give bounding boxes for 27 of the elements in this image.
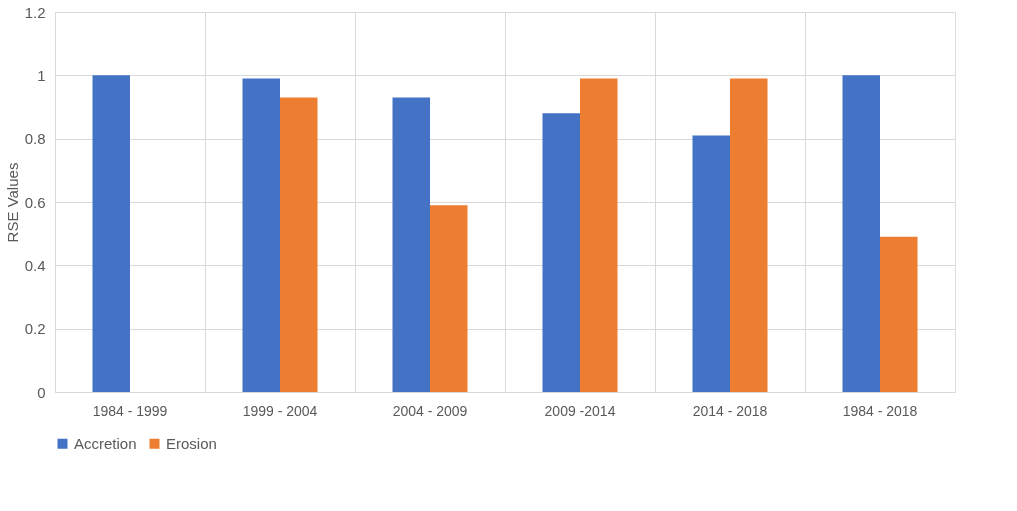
bar: [430, 205, 468, 392]
y-tick-label: 0.8: [24, 130, 46, 148]
bar: [242, 78, 280, 392]
bar: [580, 78, 618, 392]
bar: [392, 97, 430, 392]
bar: [692, 135, 730, 392]
x-tick-label: 1984 - 2018: [842, 402, 918, 419]
y-tick-label: 1.2: [24, 3, 46, 21]
y-tick-label: 0.4: [24, 256, 46, 274]
legend-label: Accretion: [74, 434, 137, 452]
x-tick-label: 1999 - 2004: [242, 402, 318, 419]
y-tick-label: 1: [37, 66, 46, 84]
bar: [280, 97, 318, 392]
bar: [92, 75, 130, 392]
bar: [542, 113, 580, 392]
bar: [842, 75, 880, 392]
bar: [880, 236, 918, 392]
y-axis-title: RSE Values: [3, 162, 21, 243]
x-tick-label: 1984 - 1999: [92, 402, 168, 419]
x-tick-label: 2014 - 2018: [692, 402, 768, 419]
y-tick-label: 0: [37, 383, 46, 401]
bar: [730, 78, 768, 392]
legend-label: Erosion: [166, 434, 217, 452]
x-tick-label: 2009 -2014: [544, 402, 616, 419]
x-tick-label: 2004 - 2009: [392, 402, 468, 419]
y-tick-label: 0.6: [24, 193, 46, 211]
y-tick-label: 0.2: [24, 320, 46, 338]
